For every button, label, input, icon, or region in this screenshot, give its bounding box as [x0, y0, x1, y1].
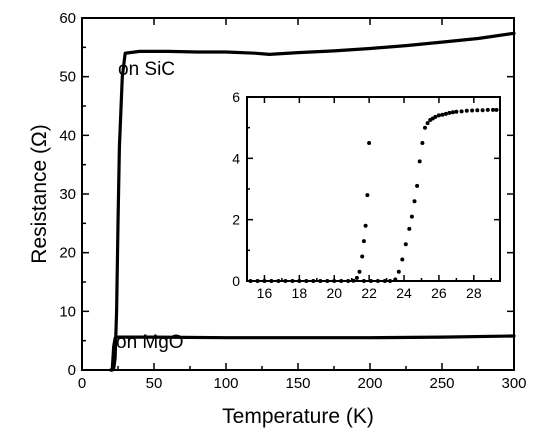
- inset-data-point: [415, 183, 420, 188]
- inset-x-tick-label: 24: [396, 285, 412, 301]
- inset-data-point: [357, 269, 362, 274]
- inset-data-point: [454, 109, 459, 114]
- x-tick-label: 0: [78, 375, 86, 392]
- inset-data-point: [491, 107, 495, 112]
- inset-data-point: [318, 279, 323, 283]
- y-tick-label: 10: [59, 303, 76, 320]
- inset-data-point: [425, 121, 430, 126]
- inset-data-point: [470, 108, 475, 113]
- inset-data-point: [276, 279, 281, 283]
- inset-data-point: [363, 223, 368, 228]
- inset-data-point: [440, 112, 445, 117]
- inset-data-point: [409, 214, 414, 219]
- x-tick-label: 250: [429, 375, 454, 392]
- series-line-sic: [109, 31, 516, 372]
- y-axis-title: Resistance (Ω): [28, 124, 51, 263]
- inset-background: [247, 97, 500, 281]
- inset-data-point: [255, 279, 260, 283]
- inset-data-point: [450, 110, 455, 115]
- inset-data-point: [297, 279, 302, 283]
- inset-y-tick-label: 4: [232, 150, 240, 166]
- inset-data-point: [367, 141, 372, 145]
- inset-data-point: [393, 277, 398, 282]
- series-line-mgo: [109, 334, 516, 372]
- inset-data-point: [480, 108, 485, 113]
- inset-data-point: [346, 279, 351, 283]
- inset-y-tick-label: 0: [232, 273, 240, 289]
- inset-data-point: [388, 279, 393, 283]
- inset-x-tick-label: 16: [257, 285, 273, 301]
- inset-data-point: [360, 254, 365, 259]
- y-tick-label: 30: [59, 186, 76, 203]
- inset-x-tick-label: 22: [361, 285, 377, 301]
- x-tick-label: 300: [501, 375, 526, 392]
- y-tick-label: 60: [59, 10, 76, 27]
- inset-data-point: [361, 279, 366, 283]
- inset-x-tick-label: 26: [431, 285, 447, 301]
- inset-x-tick-label: 18: [292, 285, 308, 301]
- inset-data-point: [433, 114, 438, 119]
- inset-data-point: [436, 113, 441, 118]
- y-tick-label: 0: [68, 362, 76, 379]
- inset-data-point: [325, 279, 330, 283]
- inset-data-point: [420, 141, 425, 145]
- inset-data-point: [368, 279, 373, 283]
- inset-data-point: [361, 239, 366, 244]
- inset-x-tick-label: 28: [466, 285, 482, 301]
- y-tick-label: 40: [59, 127, 76, 144]
- x-tick-label: 100: [213, 375, 238, 392]
- inset-data-point: [375, 279, 380, 283]
- x-tick-label: 200: [357, 375, 382, 392]
- x-tick-label: 150: [285, 375, 310, 392]
- inset-data-point: [443, 111, 448, 116]
- x-tick-label: 50: [146, 375, 163, 392]
- inset-data-point: [248, 279, 253, 283]
- inset-data-point: [354, 275, 359, 280]
- inset-data-point: [417, 159, 422, 164]
- inset-x-tick-label: 20: [326, 285, 342, 301]
- inset-y-tick-label: 6: [232, 89, 240, 105]
- inset-data-point: [304, 279, 309, 283]
- inset-data-point: [403, 242, 408, 247]
- inset-data-point: [269, 279, 274, 283]
- inset-data-point: [459, 109, 464, 114]
- inset-data-point: [407, 226, 412, 231]
- inset-data-point: [485, 107, 490, 112]
- inset-data-point: [290, 279, 295, 283]
- inset-y-tick-label: 2: [232, 212, 240, 228]
- annotation-on-mgo: on MgO: [116, 332, 184, 353]
- x-axis-title: Temperature (K): [222, 405, 374, 428]
- inset-data-point: [475, 108, 480, 113]
- inset-data-point: [447, 110, 452, 115]
- y-tick-label: 20: [59, 245, 76, 262]
- inset-data-point: [382, 279, 387, 283]
- inset-data-point: [332, 279, 337, 283]
- y-tick-label: 50: [59, 69, 76, 86]
- inset-data-point: [400, 257, 405, 262]
- inset-data-point: [412, 199, 417, 204]
- inset-data-point: [494, 107, 499, 112]
- inset-points: [248, 107, 499, 283]
- inset-data-point: [423, 125, 427, 130]
- annotation-on-sic: on SiC: [118, 59, 175, 80]
- inset-data-point: [283, 279, 288, 283]
- inset-data-point: [365, 193, 370, 198]
- inset-data-point: [351, 278, 356, 283]
- inset-data-point: [396, 269, 401, 274]
- inset-data-point: [464, 108, 469, 113]
- inset-data-point: [339, 279, 344, 283]
- inset-data-point: [262, 279, 267, 283]
- inset-data-point: [311, 279, 316, 283]
- main-curves: [109, 31, 516, 372]
